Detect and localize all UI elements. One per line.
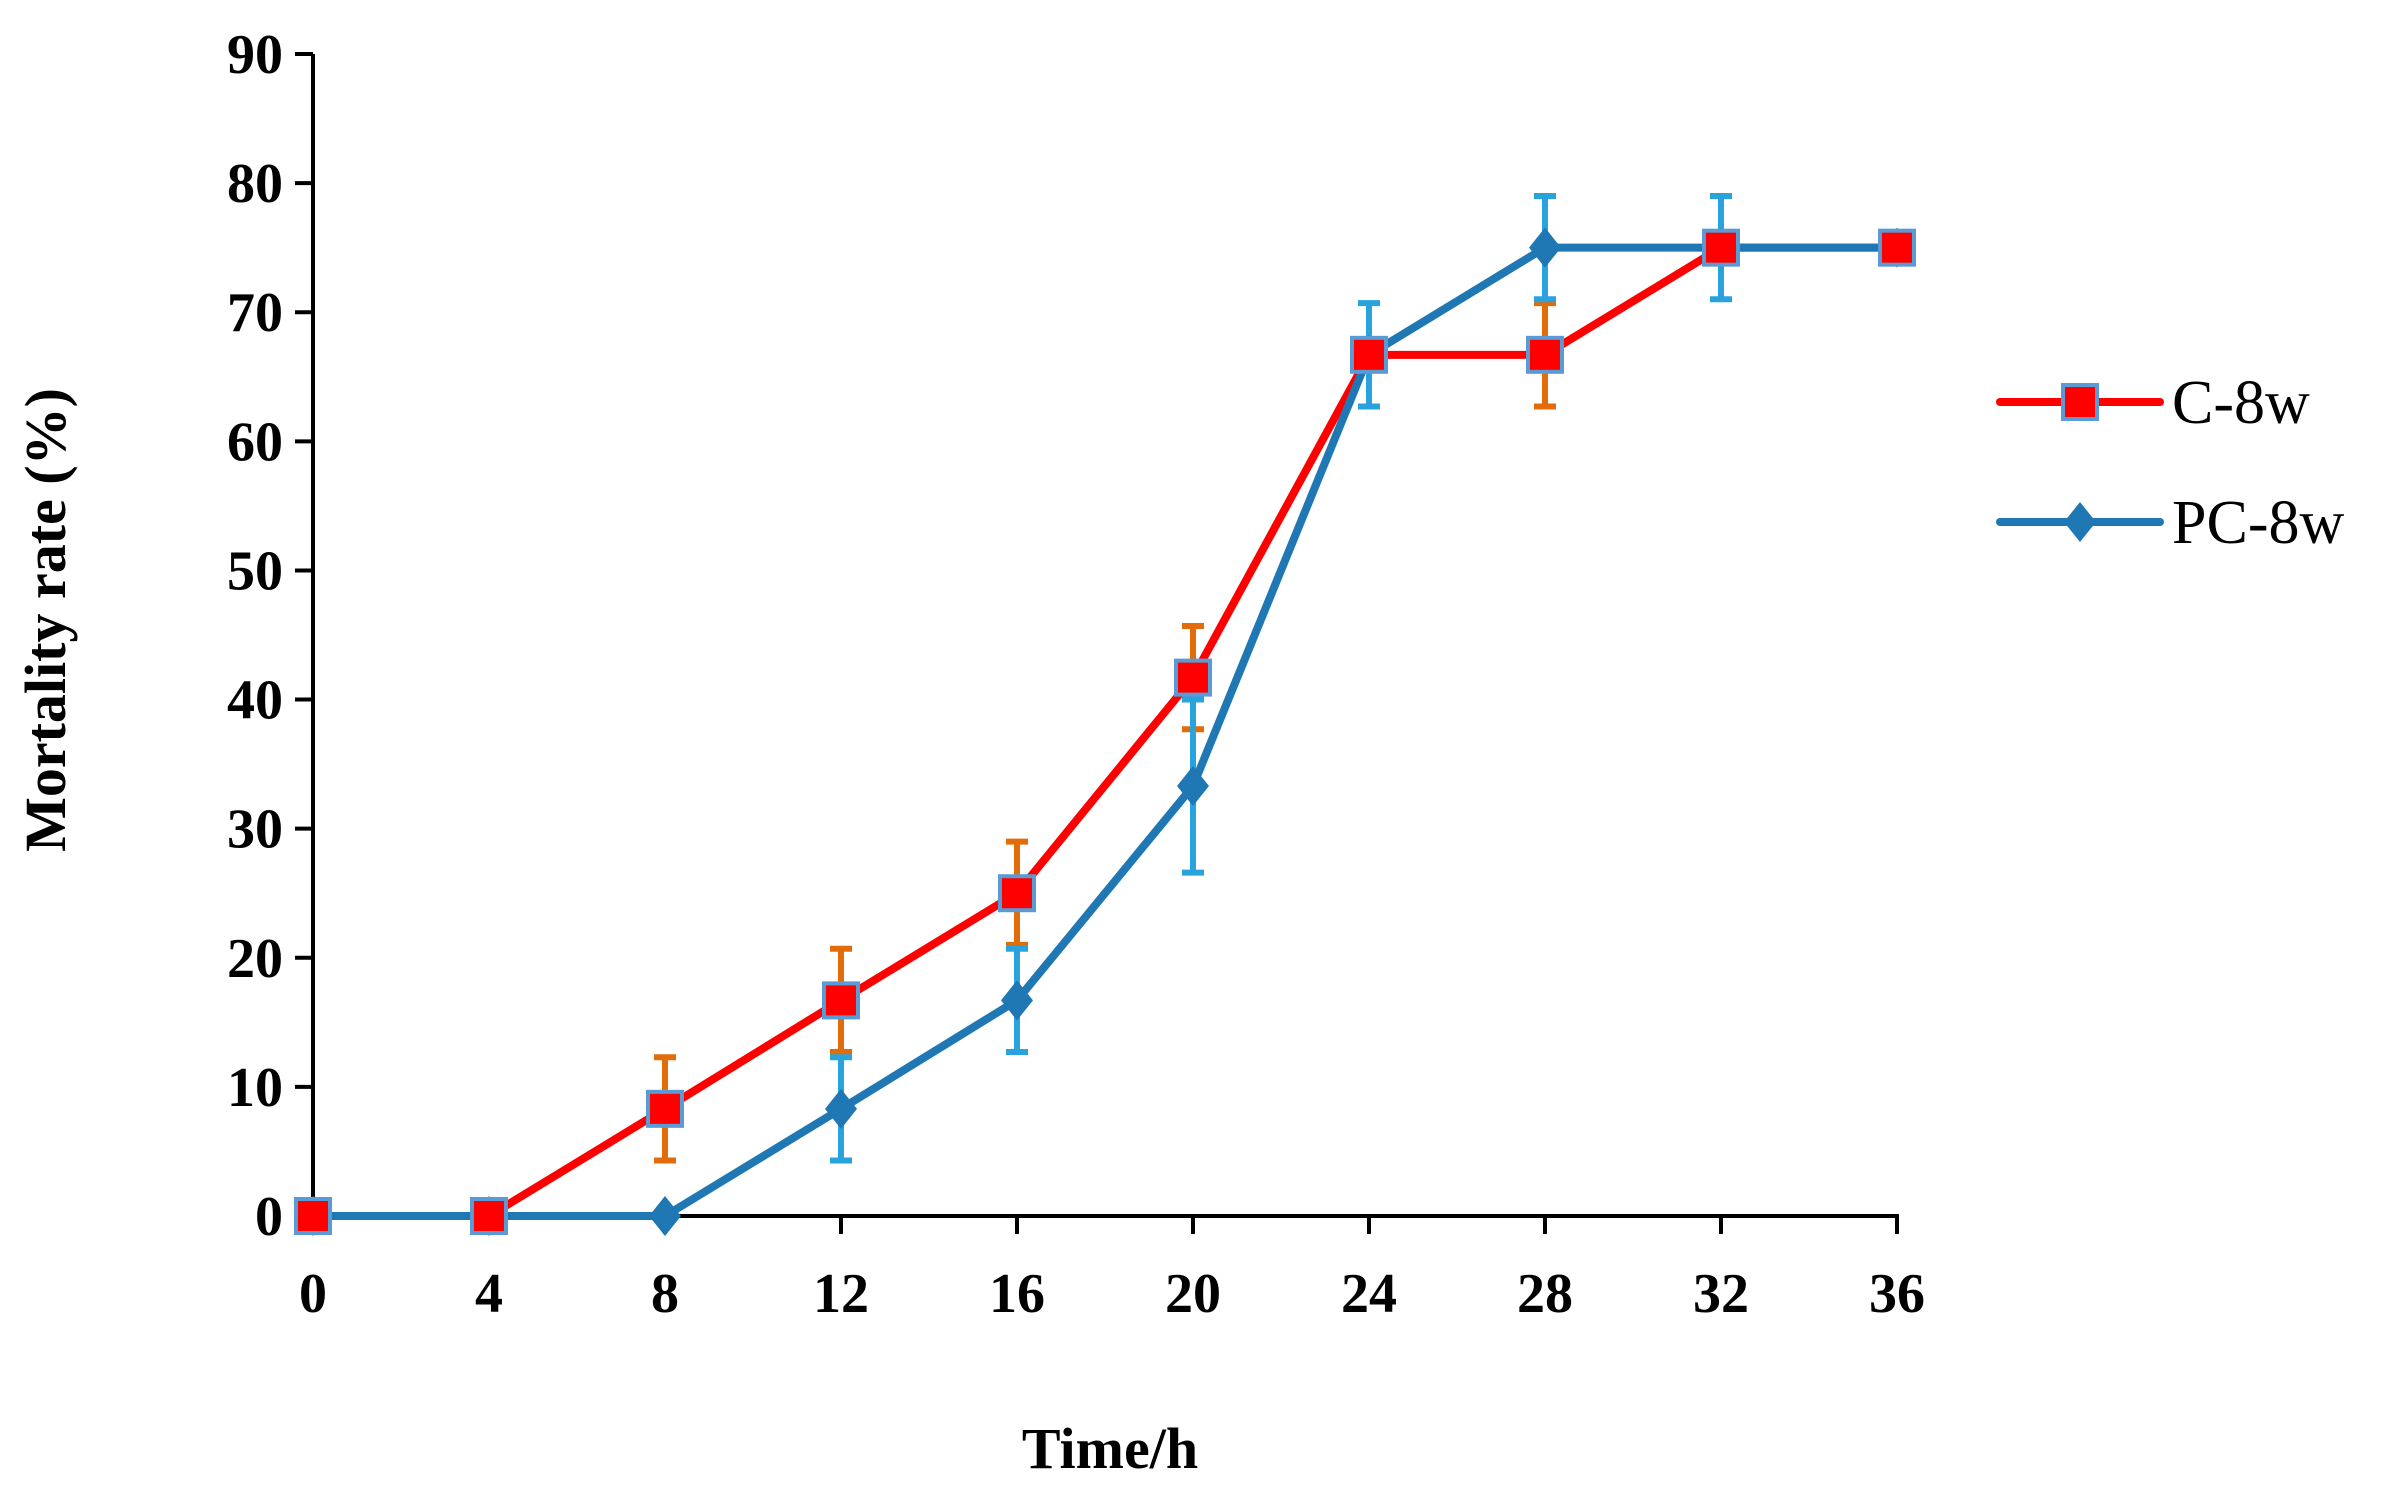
marker-c-8w [646,1089,684,1128]
marker-pc-8w [825,1088,857,1129]
marker-c-8w [998,874,1036,913]
marker-c-8w [1702,228,1740,267]
y-tick-label: 10 [227,1057,283,1119]
marker-c-8w [822,981,860,1020]
y-axis-label: Mortality rate (%) [13,388,78,852]
y-tick-label: 90 [227,24,283,86]
marker-pc-8w [1001,980,1033,1021]
x-tick-label: 32 [1693,1263,1749,1325]
x-tick-label: 8 [651,1263,679,1325]
y-tick-label: 20 [227,928,283,990]
series-line-c-8w [309,243,1901,1220]
marker-pc-8w [1529,227,1561,268]
y-tick-label: 0 [255,1186,283,1248]
legend-label: C-8w [2172,369,2310,437]
legend-item-pc-8w: PC-8w [1996,489,2344,557]
x-tick-label: 24 [1341,1263,1397,1325]
series-line-pc-8w [309,243,1901,1220]
marker-c-8w [1350,335,1388,374]
y-tick-label: 70 [227,282,283,344]
x-tick-label: 16 [989,1263,1045,1325]
y-tick-label: 50 [227,540,283,602]
marker-c-8w [294,1197,332,1235]
x-axis-label: Time/h [1022,1416,1198,1481]
legend-label: PC-8w [2172,489,2344,557]
y-tick-label: 80 [227,153,283,215]
series-markers [294,227,1916,1236]
marker-c-8w [1174,658,1212,697]
marker-c-8w [1878,228,1916,267]
legend-item-c-8w: C-8w [1996,369,2310,437]
legend: C-8w PC-8w [1996,369,2344,557]
y-tick-label: 30 [227,799,283,861]
x-tick-label: 20 [1165,1263,1221,1325]
legend-marker [2064,502,2096,542]
x-tick-label: 36 [1869,1263,1925,1325]
marker-c-8w [470,1197,508,1235]
x-tick-label: 0 [299,1263,327,1325]
x-tick-label: 12 [813,1263,869,1325]
marker-pc-8w [1177,766,1209,807]
axes: 0 10 20 30 40 50 60 70 80 90 0 4 8 12 16 20 24 28 32 36 [227,24,1925,1325]
legend-marker [2061,383,2099,421]
x-tick-label: 28 [1517,1263,1573,1325]
y-tick-label: 60 [227,411,283,473]
series-lines [309,243,1901,1220]
marker-c-8w [1526,335,1564,374]
y-tick-label: 40 [227,670,283,732]
x-tick-label: 4 [475,1263,503,1325]
marker-pc-8w [649,1196,681,1236]
